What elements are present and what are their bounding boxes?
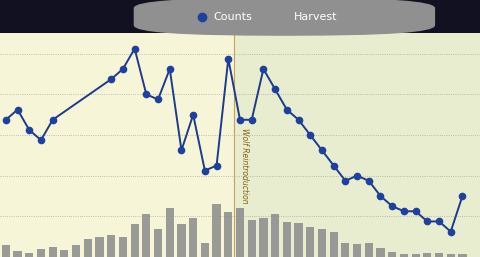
Bar — [142, 214, 150, 257]
Bar — [365, 243, 373, 257]
Bar — [423, 253, 432, 257]
Bar — [236, 208, 244, 257]
Bar — [318, 228, 326, 257]
Bar — [435, 253, 443, 257]
Bar — [131, 224, 139, 257]
Bar — [0, 33, 234, 257]
Bar — [84, 239, 92, 257]
Bar — [330, 232, 338, 257]
Bar — [189, 218, 197, 257]
Bar — [294, 223, 302, 257]
Text: Counts: Counts — [214, 12, 252, 22]
Bar — [13, 251, 22, 257]
Text: Wolf Reintroduction: Wolf Reintroduction — [240, 128, 249, 203]
Bar — [107, 235, 115, 257]
Bar — [259, 218, 267, 257]
Bar — [25, 253, 34, 257]
Bar — [213, 204, 221, 257]
Bar — [234, 33, 480, 257]
Bar — [154, 228, 162, 257]
Bar — [353, 244, 361, 257]
Bar — [178, 224, 186, 257]
Bar — [283, 223, 291, 257]
Bar — [166, 208, 174, 257]
Bar — [37, 249, 45, 257]
Bar — [224, 212, 232, 257]
Bar — [388, 252, 396, 257]
Bar — [446, 254, 455, 257]
Text: Harvest: Harvest — [294, 12, 337, 22]
Bar — [271, 214, 279, 257]
Bar — [48, 247, 57, 257]
Bar — [411, 254, 420, 257]
Bar — [376, 248, 384, 257]
Bar — [119, 237, 127, 257]
Bar — [458, 254, 467, 257]
Bar — [2, 245, 10, 257]
Bar — [72, 245, 80, 257]
Bar — [96, 237, 104, 257]
Bar — [341, 243, 349, 257]
Bar — [201, 243, 209, 257]
Bar — [248, 221, 256, 257]
Bar — [400, 254, 408, 257]
FancyBboxPatch shape — [134, 0, 434, 35]
Bar — [306, 226, 314, 257]
Bar — [60, 250, 69, 257]
